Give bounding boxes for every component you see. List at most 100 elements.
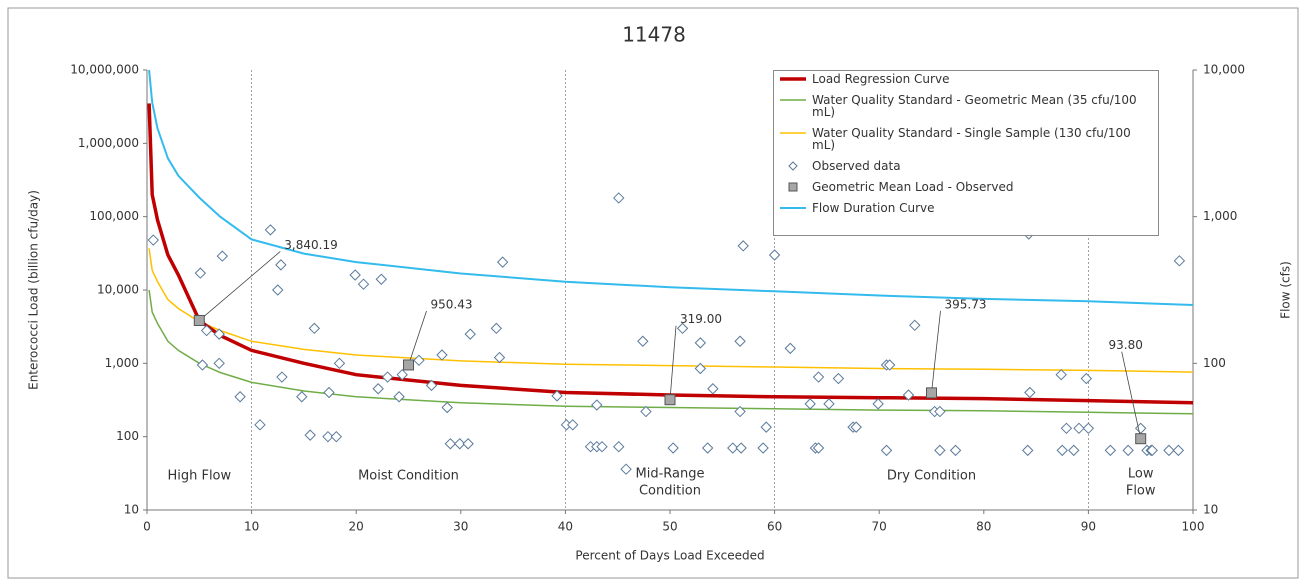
observed-point [304, 429, 316, 441]
y-tick-label: 1,000 [105, 356, 139, 370]
geomean-marker [926, 387, 937, 399]
value-label: 93.80 [1109, 338, 1143, 352]
y2-tick-label: 1,000 [1203, 209, 1237, 223]
observed-point [613, 440, 625, 453]
observed-point [1022, 444, 1034, 457]
observed-point [1024, 386, 1036, 399]
observed-point [883, 359, 896, 371]
observed-point [596, 440, 608, 453]
legend-swatch [780, 132, 806, 134]
observed-point [464, 328, 476, 340]
observed-point [760, 421, 772, 433]
x-tick-label: 100 [1182, 520, 1205, 534]
series-line [148, 69, 1193, 306]
x-tick-label: 60 [767, 520, 782, 534]
observed-point [496, 256, 509, 268]
leader-line [408, 310, 427, 366]
observed-point [147, 234, 159, 246]
observed-point [349, 269, 361, 281]
observed-point [436, 349, 448, 361]
geomean-marker [193, 314, 205, 326]
observed-point [784, 342, 796, 355]
observed-point [734, 335, 746, 347]
observed-point [591, 399, 603, 411]
x-tick-label: 0 [143, 520, 151, 534]
observed-point [264, 224, 277, 236]
observed-point [620, 463, 632, 475]
observed-point [1056, 444, 1068, 457]
observed-point [375, 273, 388, 285]
zone-label: Condition [639, 484, 701, 499]
value-label: 395.73 [945, 297, 987, 311]
observed-point [637, 335, 649, 347]
observed-point [902, 389, 915, 401]
observed-point [1080, 372, 1093, 385]
observed-point [707, 383, 719, 395]
observed-point [1073, 422, 1085, 435]
y-tick-label: 100,000 [89, 209, 139, 223]
observed-point [1146, 444, 1158, 457]
observed-point [413, 354, 425, 367]
observed-point [1104, 444, 1117, 457]
observed-point [701, 442, 714, 454]
legend-entry: Water Quality Standard - Geometric Mean … [780, 94, 1152, 118]
observed-point [333, 357, 346, 370]
observed-point [812, 371, 825, 383]
observed-point [1068, 444, 1080, 457]
observed-point [667, 442, 679, 454]
geomean-marker [403, 359, 414, 371]
zone-label: High Flow [167, 469, 231, 484]
y-tick-label: 100 [116, 429, 139, 443]
legend-label: Water Quality Standard - Geometric Mean … [812, 93, 1137, 119]
observed-point [909, 319, 921, 332]
observed-point [308, 322, 321, 335]
observed-point [880, 444, 893, 457]
zone-label: Dry Condition [887, 469, 976, 484]
legend-swatch [788, 182, 798, 192]
observed-point [323, 386, 335, 399]
observed-point [381, 371, 394, 383]
leader-line [669, 325, 677, 400]
observed-point [812, 442, 825, 454]
observed-point [396, 368, 408, 381]
leader-line [1121, 351, 1142, 439]
observed-point [330, 430, 343, 443]
zone-label: Low [1128, 467, 1154, 482]
observed-point [200, 324, 213, 337]
x-tick-label: 30 [453, 520, 468, 534]
y2-axis-label: Flow (cfs) [1279, 261, 1293, 319]
leader-line [931, 310, 941, 393]
leader-line [199, 251, 281, 321]
observed-point [1172, 444, 1185, 457]
y2-tick-label: 10 [1203, 503, 1218, 517]
legend-swatch [780, 207, 806, 209]
observed-point [551, 390, 563, 402]
observed-point [613, 192, 625, 204]
geomean-marker [664, 394, 676, 406]
observed-point [1082, 422, 1095, 435]
legend-swatch [788, 161, 798, 171]
legend-entry: Geometric Mean Load - Observed [780, 181, 1152, 193]
legend: Load Regression Curve Water Quality Stand… [773, 70, 1159, 236]
observed-point [757, 442, 769, 454]
observed-point [567, 419, 579, 431]
legend-entry: Observed data [780, 160, 1152, 172]
observed-point [372, 383, 384, 395]
observed-point [694, 362, 707, 375]
observed-point [454, 438, 466, 450]
observed-point [234, 391, 246, 403]
chart-title: 11478 [622, 23, 686, 47]
legend-mark [788, 182, 798, 192]
legend-entry: Load Regression Curve [780, 73, 1152, 85]
legend-mark [788, 161, 798, 171]
observed-point [832, 372, 845, 385]
observed-point [768, 249, 781, 261]
legend-label: Geometric Mean Load - Observed [812, 180, 1014, 194]
observed-point [804, 398, 816, 410]
legend-swatch [780, 77, 806, 81]
x-tick-label: 80 [976, 520, 991, 534]
observed-point [493, 351, 506, 364]
observed-point [254, 419, 266, 431]
observed-point [196, 359, 209, 371]
observed-point [441, 401, 453, 414]
